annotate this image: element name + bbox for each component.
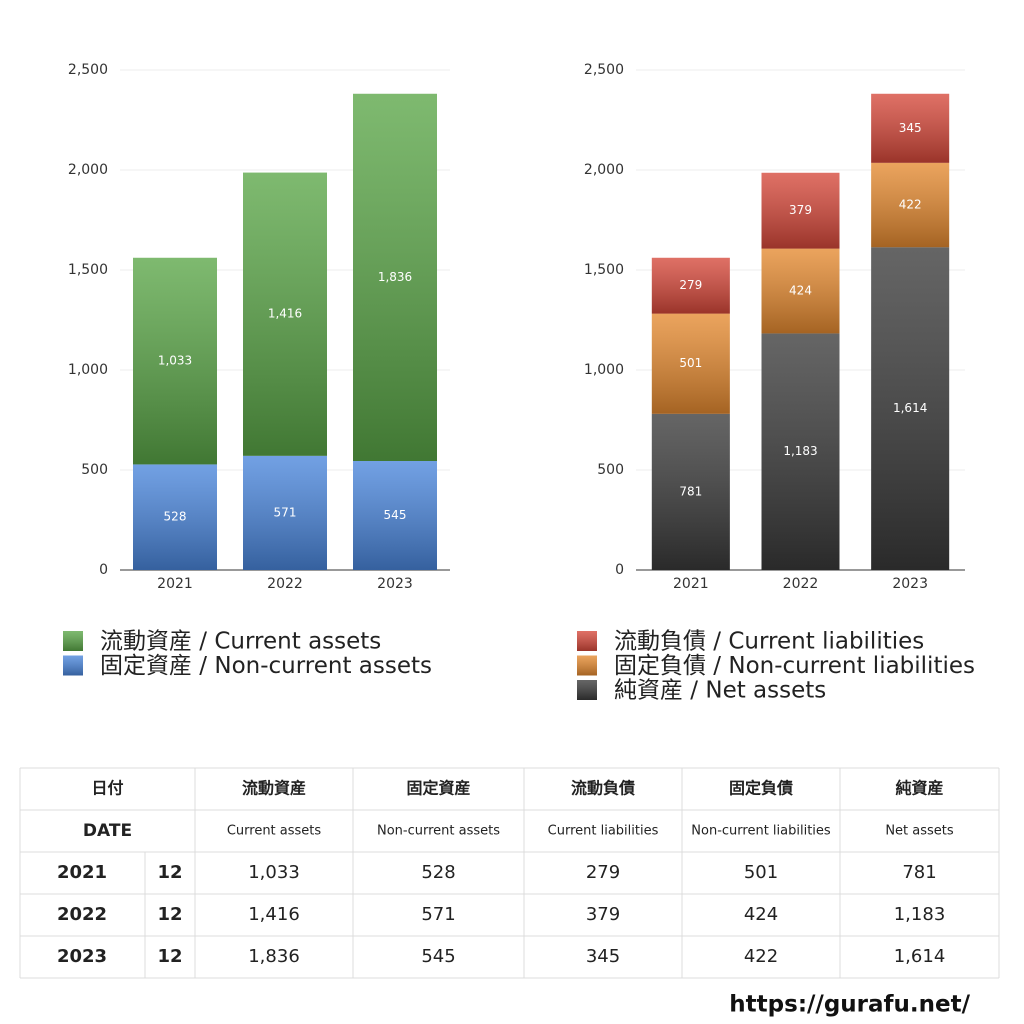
x-tick-label: 2022 [783,576,819,592]
table-cell: 424 [744,904,778,925]
legend-label: 流動資産 / Current assets [100,629,381,655]
value-label: 1,033 [158,354,192,368]
table-cell: 279 [586,862,620,883]
table-cell: 2021 [57,862,107,883]
table-header: 流動負債 [571,779,635,798]
y-tick-label: 2,500 [68,62,108,78]
value-label: 1,614 [893,401,927,415]
y-tick-label: 2,000 [584,162,624,178]
y-tick-label: 1,500 [584,262,624,278]
table-cell: 12 [157,862,182,883]
table-header: Current assets [227,824,322,839]
table-cell: 2022 [57,904,107,925]
table-cell: 12 [157,946,182,967]
x-tick-label: 2021 [673,576,709,592]
table-cell: 2023 [57,946,107,967]
x-tick-label: 2021 [157,576,193,592]
legend-swatch-shade [577,631,597,651]
legend-label: 流動負債 / Current liabilities [614,629,924,655]
table-cell: 1,614 [894,946,946,967]
y-tick-label: 500 [597,462,624,478]
y-tick-label: 500 [81,462,108,478]
value-label: 501 [679,356,702,370]
table-header: Non-current liabilities [691,824,831,839]
y-tick-label: 1,000 [68,362,108,378]
x-tick-label: 2023 [892,576,928,592]
x-tick-label: 2023 [377,576,413,592]
table-header: Net assets [885,824,954,839]
legend-swatch-shade [63,631,83,651]
table-cell: 571 [421,904,455,925]
value-label: 279 [679,278,702,292]
table-header: 純資産 [895,779,943,798]
y-tick-label: 0 [99,562,108,578]
table-cell: 12 [157,904,182,925]
y-tick-label: 1,500 [68,262,108,278]
y-tick-label: 2,500 [584,62,624,78]
y-tick-label: 1,000 [584,362,624,378]
table-header: 流動資産 [242,779,306,798]
x-tick-label: 2022 [267,576,303,592]
value-label: 1,416 [268,307,302,321]
legend-label: 固定負債 / Non-current liabilities [614,653,975,679]
value-label: 379 [789,203,812,217]
legend-swatch-shade [577,680,597,700]
table-header: 日付 [91,779,123,798]
table-cell: 422 [744,946,778,967]
table-cell: 1,033 [248,862,300,883]
value-label: 781 [679,484,702,498]
legend-swatch-shade [63,655,83,676]
value-label: 345 [899,121,922,135]
table-header: Current liabilities [548,824,659,839]
table-cell: 345 [586,946,620,967]
table-cell: 528 [421,862,455,883]
table-cell: 1,416 [248,904,300,925]
value-label: 1,183 [783,444,817,458]
legend-swatch-shade [577,655,597,676]
table-cell: 545 [421,946,455,967]
table-header: 固定資産 [406,779,470,798]
y-tick-label: 2,000 [68,162,108,178]
y-tick-label: 0 [615,562,624,578]
value-label: 528 [164,510,187,524]
table-cell: 1,836 [248,946,300,967]
table-header: DATE [83,821,132,841]
value-label: 571 [274,505,297,519]
legend-label: 純資産 / Net assets [614,678,826,704]
value-label: 545 [384,508,407,522]
value-label: 1,836 [378,270,412,284]
table-cell: 1,183 [894,904,946,925]
value-label: 424 [789,284,812,298]
legend-label: 固定資産 / Non-current assets [100,653,432,679]
value-label: 422 [899,198,922,212]
footer-url: https://gurafu.net/ [729,992,970,1018]
table-header: 固定負債 [729,779,793,798]
table-cell: 501 [744,862,778,883]
table-cell: 781 [902,862,936,883]
table-header: Non-current assets [377,824,500,839]
table-cell: 379 [586,904,620,925]
